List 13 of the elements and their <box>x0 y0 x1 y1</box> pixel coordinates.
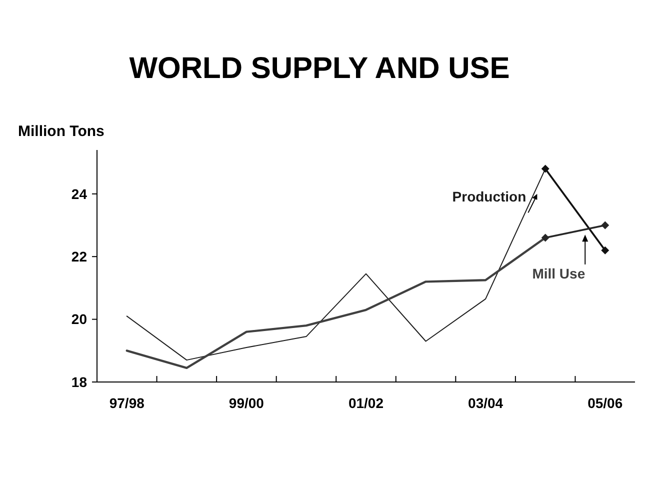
x-tick-label: 99/00 <box>228 395 264 411</box>
x-tick-label: 01/02 <box>348 395 384 411</box>
x-tick-label: 05/06 <box>588 395 623 411</box>
y-tick-label: 18 <box>71 374 88 390</box>
x-tick-label: 97/98 <box>109 395 145 411</box>
y-axis-title: Million Tons <box>18 123 104 140</box>
series-label: Mill Use <box>532 266 586 282</box>
y-tick-label: 22 <box>71 248 88 264</box>
chart-title: WORLD SUPPLY AND USE <box>129 52 510 85</box>
y-tick-label: 24 <box>71 186 88 202</box>
series-label: Production <box>452 188 526 205</box>
x-tick-label: 03/04 <box>468 395 504 411</box>
y-tick-label: 20 <box>71 311 88 328</box>
